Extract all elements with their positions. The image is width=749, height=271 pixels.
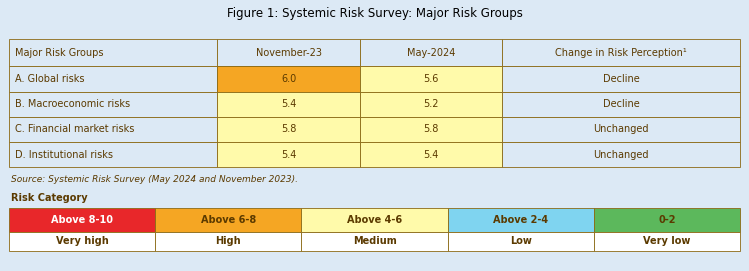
Bar	[155, 208, 301, 232]
Bar	[155, 232, 301, 251]
Text: Medium: Medium	[353, 237, 396, 246]
Bar	[217, 92, 360, 117]
Text: Unchanged: Unchanged	[593, 124, 649, 134]
Text: Above 2-4: Above 2-4	[493, 215, 548, 225]
Text: Figure 1: Systemic Risk Survey: Major Risk Groups: Figure 1: Systemic Risk Survey: Major Ri…	[226, 7, 523, 20]
Text: Decline: Decline	[603, 74, 640, 84]
Text: 5.6: 5.6	[423, 74, 439, 84]
Text: November-23: November-23	[255, 48, 321, 58]
Bar	[9, 39, 217, 66]
Bar	[503, 117, 740, 142]
Bar	[503, 39, 740, 66]
Bar	[9, 92, 217, 117]
Bar	[503, 92, 740, 117]
Bar	[360, 117, 503, 142]
Text: Above 4-6: Above 4-6	[347, 215, 402, 225]
Text: Change in Risk Perception¹: Change in Risk Perception¹	[555, 48, 687, 58]
Bar	[448, 232, 594, 251]
Text: 5.8: 5.8	[281, 124, 297, 134]
Bar	[217, 117, 360, 142]
Text: 6.0: 6.0	[281, 74, 297, 84]
Bar	[9, 117, 217, 142]
Text: Decline: Decline	[603, 99, 640, 109]
Bar	[217, 66, 360, 92]
Bar	[9, 208, 155, 232]
Text: 5.4: 5.4	[281, 99, 297, 109]
Bar	[9, 66, 217, 92]
Text: Low: Low	[510, 237, 532, 246]
Bar	[448, 208, 594, 232]
Text: Risk Category: Risk Category	[11, 193, 88, 203]
Text: D. Institutional risks: D. Institutional risks	[15, 150, 113, 160]
Bar	[301, 232, 448, 251]
Text: 0-2: 0-2	[658, 215, 676, 225]
Bar	[594, 232, 740, 251]
Text: C. Financial market risks: C. Financial market risks	[15, 124, 134, 134]
Text: A. Global risks: A. Global risks	[15, 74, 85, 84]
Bar	[360, 142, 503, 167]
Text: 5.8: 5.8	[423, 124, 439, 134]
Bar	[9, 232, 155, 251]
Bar	[360, 92, 503, 117]
Bar	[360, 66, 503, 92]
Bar	[9, 142, 217, 167]
Bar	[503, 142, 740, 167]
Text: Above 8-10: Above 8-10	[51, 215, 113, 225]
Text: High: High	[216, 237, 241, 246]
Text: 5.4: 5.4	[281, 150, 297, 160]
Bar	[360, 39, 503, 66]
Text: 5.4: 5.4	[423, 150, 439, 160]
Text: B. Macroeconomic risks: B. Macroeconomic risks	[15, 99, 130, 109]
Text: Above 6-8: Above 6-8	[201, 215, 256, 225]
Text: Source: Systemic Risk Survey (May 2024 and November 2023).: Source: Systemic Risk Survey (May 2024 a…	[11, 175, 298, 184]
Bar	[594, 208, 740, 232]
Text: May-2024: May-2024	[407, 48, 455, 58]
Bar	[217, 142, 360, 167]
Text: 5.2: 5.2	[423, 99, 439, 109]
Bar	[503, 66, 740, 92]
Text: Very low: Very low	[643, 237, 691, 246]
Text: Unchanged: Unchanged	[593, 150, 649, 160]
Bar	[301, 208, 448, 232]
Bar	[217, 39, 360, 66]
Text: Very high: Very high	[55, 237, 109, 246]
Text: Major Risk Groups: Major Risk Groups	[15, 48, 103, 58]
